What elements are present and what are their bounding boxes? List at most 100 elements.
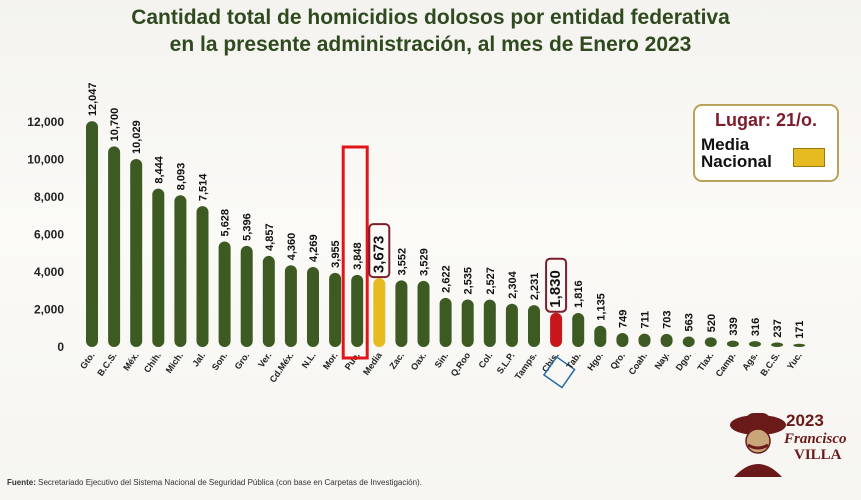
francisco-villa-logo: 2023 Francisco VILLA bbox=[728, 405, 853, 477]
category-label: Son. bbox=[210, 350, 229, 372]
y-tick-label: 6,000 bbox=[34, 228, 64, 242]
value-label: 3,529 bbox=[419, 248, 431, 276]
value-label: 339 bbox=[728, 317, 740, 335]
category-label: Mich. bbox=[164, 350, 185, 375]
value-label: 10,029 bbox=[131, 120, 143, 154]
category-label: Q.Roo bbox=[449, 350, 473, 378]
y-tick-label: 0 bbox=[57, 340, 64, 354]
category-label: Oax. bbox=[409, 350, 428, 372]
bar bbox=[351, 274, 364, 347]
category-label: Coah. bbox=[627, 350, 650, 376]
bar bbox=[550, 312, 563, 347]
bar bbox=[461, 299, 474, 347]
average-legend-line-1: Media bbox=[701, 135, 750, 154]
outline-highlight-box bbox=[341, 145, 369, 360]
logo-name-last: VILLA bbox=[794, 447, 842, 463]
bar bbox=[417, 280, 430, 347]
value-label: 3,848 bbox=[352, 242, 364, 270]
category-label: Ags. bbox=[740, 350, 759, 372]
source-prefix: Fuente: bbox=[7, 478, 36, 487]
bar bbox=[616, 332, 629, 347]
value-callout-frame bbox=[368, 223, 391, 279]
value-label: 4,360 bbox=[286, 233, 298, 261]
bar bbox=[726, 340, 739, 347]
value-label: 1,830 bbox=[547, 270, 564, 308]
value-label: 3,552 bbox=[396, 248, 408, 276]
bar bbox=[284, 265, 297, 347]
value-label: 2,622 bbox=[441, 265, 453, 293]
bar bbox=[152, 188, 165, 347]
value-label: 8,093 bbox=[175, 163, 187, 191]
value-label: 8,444 bbox=[153, 155, 165, 183]
bar bbox=[505, 303, 518, 347]
bar bbox=[174, 195, 187, 347]
bar bbox=[660, 333, 673, 347]
bar bbox=[483, 299, 496, 347]
bar bbox=[86, 121, 98, 348]
value-label: 5,628 bbox=[220, 209, 232, 237]
value-label: 2,304 bbox=[507, 270, 519, 298]
logo-name-first: Francisco bbox=[784, 431, 847, 447]
category-label: Zac. bbox=[388, 350, 407, 370]
bar bbox=[262, 255, 275, 347]
value-label: 2,231 bbox=[529, 273, 541, 301]
bar bbox=[439, 297, 452, 347]
bar bbox=[749, 341, 761, 347]
bar bbox=[218, 241, 231, 347]
source-text: Secretariado Ejecutivo del Sistema Nacio… bbox=[38, 478, 422, 487]
y-tick-label: 2,000 bbox=[34, 303, 64, 317]
value-label: 563 bbox=[684, 313, 696, 331]
chart-title: Cantidad total de homicidios dolosos por… bbox=[0, 4, 861, 58]
bar bbox=[704, 337, 717, 347]
y-tick-label: 8,000 bbox=[34, 190, 64, 204]
value-callout-frame bbox=[545, 257, 568, 313]
bar bbox=[771, 342, 784, 347]
bar bbox=[108, 146, 121, 347]
bar bbox=[682, 336, 695, 347]
category-label: Tamps. bbox=[513, 350, 539, 381]
value-label: 1,816 bbox=[573, 280, 585, 308]
bar bbox=[793, 343, 806, 347]
average-legend-line-2: Nacional bbox=[701, 152, 772, 171]
category-highlight-frame bbox=[542, 355, 576, 389]
category-label: Yuc. bbox=[785, 350, 804, 371]
bar bbox=[329, 272, 342, 347]
value-label: 3,673 bbox=[370, 236, 387, 274]
value-label: 711 bbox=[640, 311, 652, 329]
category-label: Col. bbox=[476, 350, 494, 370]
category-label: Nay. bbox=[653, 350, 672, 371]
bar bbox=[395, 280, 408, 347]
bar bbox=[528, 305, 540, 347]
value-label: 316 bbox=[750, 318, 762, 336]
source-note: Fuente: Secretariado Ejecutivo del Siste… bbox=[7, 478, 422, 487]
average-legend-swatch bbox=[793, 148, 825, 167]
title-line-2: en la presente administración, al mes de… bbox=[169, 33, 692, 56]
category-label: Sin. bbox=[433, 350, 451, 369]
ranking-legend-box: Lugar: 21/o. Media Nacional bbox=[693, 104, 839, 182]
category-label: Gto. bbox=[78, 350, 97, 370]
value-label: 520 bbox=[706, 314, 718, 332]
title-line-1: Cantidad total de homicidios dolosos por… bbox=[131, 6, 730, 29]
value-label: 4,269 bbox=[308, 234, 320, 262]
value-label: 703 bbox=[662, 310, 674, 328]
bar bbox=[373, 278, 386, 347]
value-label: 12,047 bbox=[87, 82, 99, 116]
value-label: 3,955 bbox=[330, 240, 342, 268]
ranking-label: Lugar: 21/o. bbox=[714, 110, 817, 130]
category-label: Chis. bbox=[540, 350, 561, 374]
value-label: 1,135 bbox=[595, 293, 607, 321]
bar bbox=[240, 245, 253, 347]
portrait-icon bbox=[730, 413, 786, 477]
average-legend-label: Media Nacional bbox=[701, 136, 772, 170]
category-label: B.C.S. bbox=[758, 350, 781, 377]
bar bbox=[307, 266, 319, 347]
category-label: S.L.P. bbox=[495, 350, 517, 375]
value-label: 2,527 bbox=[485, 267, 497, 295]
category-label: Qro. bbox=[608, 350, 627, 371]
category-label: B.C.S. bbox=[95, 350, 118, 377]
category-label: Ver. bbox=[256, 350, 273, 369]
category-label: Pue. bbox=[343, 350, 362, 371]
y-tick-label: 12,000 bbox=[27, 115, 64, 129]
category-label: Méx. bbox=[121, 350, 141, 372]
y-tick-label: 10,000 bbox=[27, 153, 64, 167]
